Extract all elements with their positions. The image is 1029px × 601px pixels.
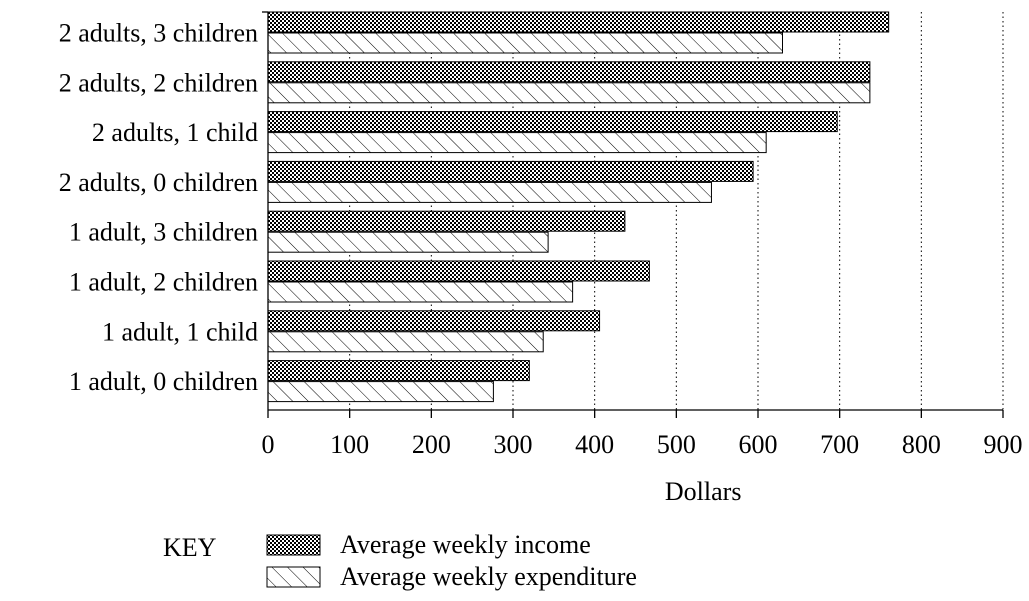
bar-income xyxy=(267,210,626,232)
bar-expenditure xyxy=(267,181,712,203)
bar-expenditure xyxy=(267,281,574,303)
bar-income xyxy=(267,111,838,133)
x-tick-label: 200 xyxy=(412,430,451,459)
y-tick-label: 2 adults, 1 child xyxy=(92,118,258,147)
x-tick-label: 400 xyxy=(575,430,614,459)
y-tick-label: 1 adult, 3 children xyxy=(69,218,258,247)
bars xyxy=(267,11,890,403)
bar-income xyxy=(267,61,871,83)
x-tick-label: 500 xyxy=(657,430,696,459)
x-tick-label: 800 xyxy=(902,430,941,459)
bar-income xyxy=(267,360,530,382)
x-tick-label: 0 xyxy=(262,430,275,459)
bar-income xyxy=(267,11,890,33)
y-tick-label: 1 adult, 0 children xyxy=(69,367,258,396)
y-tick-label: 1 adult, 1 child xyxy=(102,317,258,346)
legend-label-income: Average weekly income xyxy=(340,530,591,559)
x-tick-label: 900 xyxy=(984,430,1023,459)
y-tick-label: 2 adults, 2 children xyxy=(59,68,258,97)
x-axis-title: Dollars xyxy=(665,477,742,506)
bar-expenditure xyxy=(267,231,549,253)
legend-swatch-income xyxy=(266,534,321,556)
labels: 2 adults, 3 children 2 adults, 2 children… xyxy=(59,19,1023,507)
legend-label-expenditure: Average weekly expenditure xyxy=(340,562,637,591)
axes xyxy=(262,11,1004,418)
bar-expenditure xyxy=(267,82,871,104)
bar-income xyxy=(267,160,754,182)
y-tick-label: 1 adult, 2 children xyxy=(69,268,258,297)
bar-expenditure xyxy=(267,381,494,403)
bar-expenditure xyxy=(267,331,544,353)
legend: KEY Average weekly income Average weekly e… xyxy=(163,530,637,591)
bar-expenditure xyxy=(267,32,783,54)
y-tick-label: 2 adults, 0 children xyxy=(59,168,258,197)
x-tick-label: 300 xyxy=(494,430,533,459)
bar-income xyxy=(267,260,650,282)
y-tick-label: 2 adults, 3 children xyxy=(59,19,258,48)
bar-income xyxy=(267,310,601,332)
legend-key-label: KEY xyxy=(163,533,217,562)
bar-expenditure xyxy=(267,132,767,154)
x-tick-label: 700 xyxy=(820,430,859,459)
x-tick-label: 100 xyxy=(330,430,369,459)
x-tick-label: 600 xyxy=(739,430,778,459)
legend-swatch-expenditure xyxy=(266,566,321,588)
